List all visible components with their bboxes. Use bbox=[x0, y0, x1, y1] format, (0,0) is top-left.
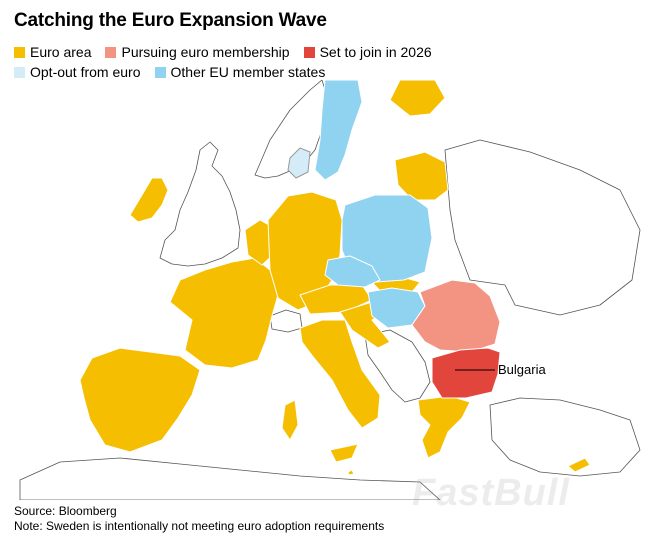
legend-row-2: Opt-out from euro Other EU member states bbox=[14, 62, 634, 82]
balkans-land bbox=[364, 329, 431, 403]
iberia-shape bbox=[79, 347, 201, 453]
finland-shape bbox=[389, 80, 446, 117]
france-shape bbox=[169, 257, 279, 369]
legend-label: Set to join in 2026 bbox=[319, 44, 432, 60]
bulgaria-label: Bulgaria bbox=[498, 362, 546, 377]
sicily-shape bbox=[329, 443, 359, 463]
turkey-land bbox=[489, 397, 641, 477]
pursuing-swatch bbox=[105, 46, 117, 58]
eastern-neighbours-land bbox=[444, 139, 641, 316]
poland-shape bbox=[341, 194, 433, 283]
czechia-shape bbox=[324, 255, 381, 288]
bulgaria-shape bbox=[431, 347, 501, 399]
adoption-note: Note: Sweden is intentionally not meetin… bbox=[14, 519, 385, 533]
malta-shape bbox=[347, 469, 355, 476]
denmark-shape bbox=[287, 147, 311, 179]
legend-row-1: Euro area Pursuing euro membership Set t… bbox=[14, 42, 634, 62]
legend-item-euro-area: Euro area bbox=[14, 44, 91, 60]
footer: Source: Bloomberg Note: Sweden is intent… bbox=[14, 504, 384, 534]
source-note: Source: Bloomberg bbox=[14, 504, 117, 518]
join-2026-swatch bbox=[303, 46, 315, 58]
other-eu-swatch bbox=[154, 66, 166, 78]
legend-label: Other EU member states bbox=[170, 64, 326, 80]
ireland-shape bbox=[129, 177, 169, 223]
map-svg: Bulgaria bbox=[19, 80, 641, 500]
north-africa-land bbox=[19, 457, 441, 500]
opt-out-swatch bbox=[14, 66, 25, 78]
euro-area-swatch bbox=[14, 46, 25, 58]
legend-item-join-2026: Set to join in 2026 bbox=[303, 44, 432, 60]
romania-shape bbox=[411, 279, 501, 353]
legend-label: Opt-out from euro bbox=[30, 64, 141, 80]
legend-label: Euro area bbox=[30, 44, 92, 60]
uk-land bbox=[159, 141, 241, 267]
legend-item-other-eu: Other EU member states bbox=[154, 64, 326, 80]
baltics-shape bbox=[394, 151, 449, 201]
greece-shape bbox=[417, 395, 471, 459]
legend: Euro area Pursuing euro membership Set t… bbox=[14, 42, 634, 82]
europe-map: Bulgaria bbox=[0, 80, 655, 500]
legend-item-opt-out: Opt-out from euro bbox=[14, 64, 141, 80]
cyprus-shape bbox=[567, 457, 591, 473]
switzerland-land bbox=[269, 309, 303, 333]
chart-title: Catching the Euro Expansion Wave bbox=[14, 10, 327, 31]
sweden-shape bbox=[314, 80, 363, 181]
legend-label: Pursuing euro membership bbox=[121, 44, 290, 60]
fastbull-watermark: FastBull bbox=[412, 472, 570, 514]
legend-item-pursuing: Pursuing euro membership bbox=[105, 44, 290, 60]
sardinia-shape bbox=[281, 399, 299, 441]
